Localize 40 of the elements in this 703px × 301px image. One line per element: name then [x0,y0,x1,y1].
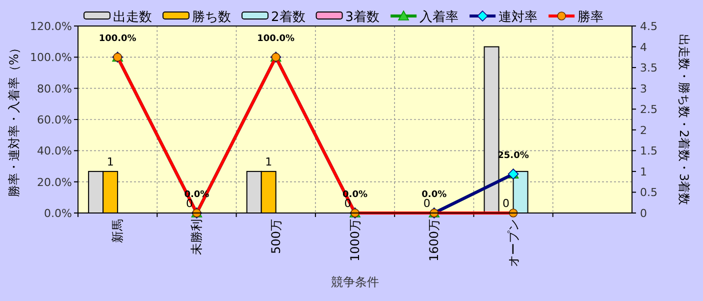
x-tick-label: オープン [506,219,520,267]
y-tick-label: 40.0% [37,144,72,158]
y2-tick-label: 0.5 [640,186,658,200]
y-tick-label: 20.0% [37,176,72,189]
data-label: 0 [502,197,510,210]
y2-tick-label: 2.5 [640,103,658,116]
data-label: 100.0% [98,34,136,44]
legend-label: 連対率 [498,9,538,25]
y2-tick-label: 2 [640,124,647,137]
y-tick-label: 120.0% [30,20,72,33]
data-label: 1 [265,155,272,168]
legend-label: 2着数 [271,9,306,25]
x-tick-label: 500万 [268,219,283,254]
legend-label: 3着数 [345,9,380,25]
y2-tick-label: 4.5 [640,20,658,33]
data-label: 0 [423,197,430,210]
data-label: 0.0% [422,190,447,200]
y-tick-label: 100.0% [30,51,72,64]
x-tick-label: 1000万 [348,219,362,262]
y2-tick-label: 3 [640,82,647,96]
y2-axis-title: 出走数・勝ち数・2着数・3着数 [677,34,691,206]
y2-tick-label: 0 [640,207,647,220]
x-axis-title: 競争条件 [331,275,379,289]
y2-tick-label: 4 [640,40,647,54]
x-tick-label: 1600万 [427,219,442,262]
data-label: 1 [106,155,114,168]
legend-label: 勝ち数 [192,10,231,25]
y2-tick-label: 3.5 [640,62,658,75]
y2-tick-label: 1.5 [640,144,658,158]
y-tick-label: 80.0% [37,82,72,96]
x-tick-label: 新馬 [110,219,125,243]
y-tick-label: 60.0% [37,114,72,126]
data-label: 100.0% [257,34,295,44]
y2-tick-label: 1 [640,165,647,178]
x-tick-label: 未勝利 [190,219,204,255]
y-axis-title: 勝率・連対率・入着率（%） [7,42,21,198]
legend-label: 勝率 [578,9,604,25]
legend-label: 入着率 [420,9,459,25]
legend-label: 出走数 [113,10,152,25]
y-tick-label: 0.0% [44,207,72,220]
